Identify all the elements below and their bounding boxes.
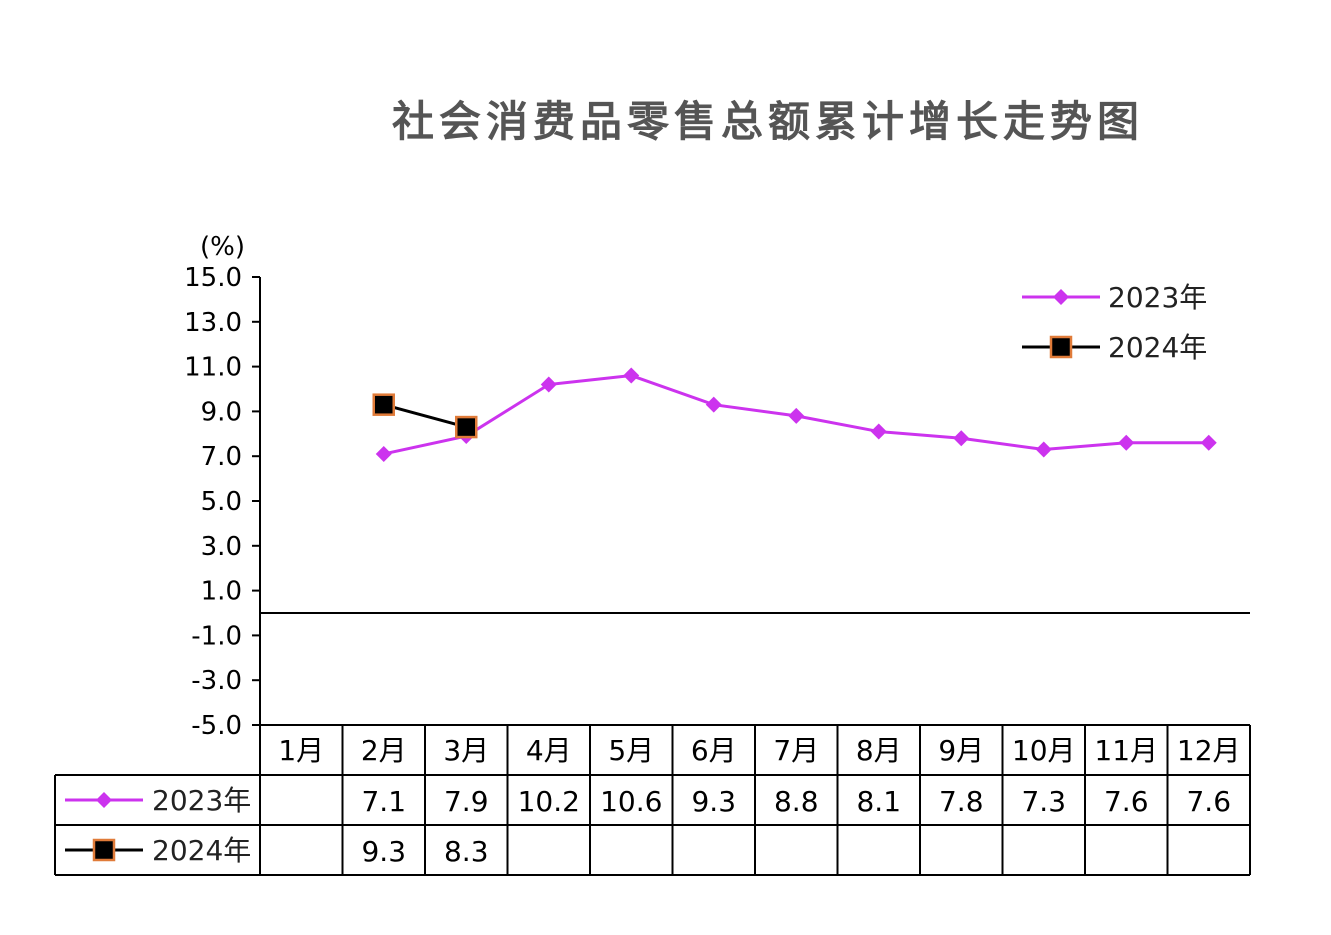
table-series-label: 2024年 xyxy=(152,834,251,867)
x-tick-label: 10月 xyxy=(1012,734,1076,767)
data-point xyxy=(1118,434,1135,451)
legend-item: 2023年 xyxy=(1022,281,1207,314)
y-tick-label: 1.0 xyxy=(201,577,242,607)
data-label: 9.3 xyxy=(361,835,406,868)
y-axis-unit-label: (%) xyxy=(200,232,245,262)
legend-marker xyxy=(1049,335,1073,359)
data-label: 8.8 xyxy=(774,785,819,818)
series-line xyxy=(383,403,467,429)
y-tick-label: 15.0 xyxy=(184,263,242,293)
data-label: 8.3 xyxy=(444,835,489,868)
table-row: 2023年 7.1 7.9 10.2 10.6 9.3 8.8 8.1 7.8 7.3 7.6 7.6 xyxy=(65,784,1231,818)
legend-item: 2024年 xyxy=(1022,331,1207,364)
data-point xyxy=(375,445,392,462)
x-tick-label: 2月 xyxy=(361,734,407,767)
data-label: 7.3 xyxy=(1021,785,1066,818)
x-tick-label: 7月 xyxy=(773,734,819,767)
table-legend-marker xyxy=(96,792,112,808)
table-row: 2024年 9.3 8.3 xyxy=(65,834,489,868)
x-tick-label: 11月 xyxy=(1094,734,1158,767)
table-legend-marker xyxy=(92,838,116,862)
y-tick-label: -5.0 xyxy=(191,711,242,741)
data-label: 7.6 xyxy=(1186,785,1231,818)
data-label: 7.6 xyxy=(1104,785,1149,818)
data-point xyxy=(1035,441,1052,458)
data-label: 7.8 xyxy=(939,785,984,818)
y-tick-label: 3.0 xyxy=(201,532,242,562)
data-point xyxy=(455,415,478,439)
y-tick-label: 9.0 xyxy=(201,397,242,427)
y-tick-label: -3.0 xyxy=(191,666,242,696)
legend-label: 2024年 xyxy=(1108,331,1207,364)
data-label: 8.1 xyxy=(856,785,901,818)
data-label: 7.1 xyxy=(361,785,406,818)
data-point xyxy=(870,423,887,440)
data-label: 9.3 xyxy=(691,785,736,818)
legend-label: 2023年 xyxy=(1108,281,1207,314)
data-point xyxy=(953,430,970,447)
legend-marker xyxy=(1053,289,1069,305)
data-label: 10.2 xyxy=(518,785,580,818)
series-2023年 xyxy=(375,367,1217,462)
series-2024年 xyxy=(372,393,478,439)
x-tick-label: 3月 xyxy=(443,734,489,767)
data-point xyxy=(372,393,395,416)
y-tick-label: -1.0 xyxy=(191,621,242,651)
table-series-label: 2023年 xyxy=(152,784,251,817)
y-tick-label: 13.0 xyxy=(184,308,242,338)
data-point xyxy=(623,367,640,384)
x-tick-label: 6月 xyxy=(691,734,737,767)
y-tick-label: 7.0 xyxy=(201,442,242,472)
x-tick-label: 5月 xyxy=(608,734,654,767)
y-tick-label: 11.0 xyxy=(184,353,242,383)
chart-title: 社会消费品零售总额累计增长走势图 xyxy=(391,97,1144,146)
data-point xyxy=(705,396,722,413)
x-tick-label: 4月 xyxy=(526,734,572,767)
y-tick-label: 5.0 xyxy=(201,487,242,517)
data-label: 7.9 xyxy=(444,785,489,818)
x-tick-label: 12月 xyxy=(1177,734,1241,767)
data-point xyxy=(1200,434,1217,451)
data-point xyxy=(540,376,557,393)
x-tick-label: 8月 xyxy=(856,734,902,767)
x-tick-label: 1月 xyxy=(278,734,324,767)
data-label: 10.6 xyxy=(600,785,662,818)
data-point xyxy=(788,407,805,424)
x-tick-label: 9月 xyxy=(938,734,984,767)
